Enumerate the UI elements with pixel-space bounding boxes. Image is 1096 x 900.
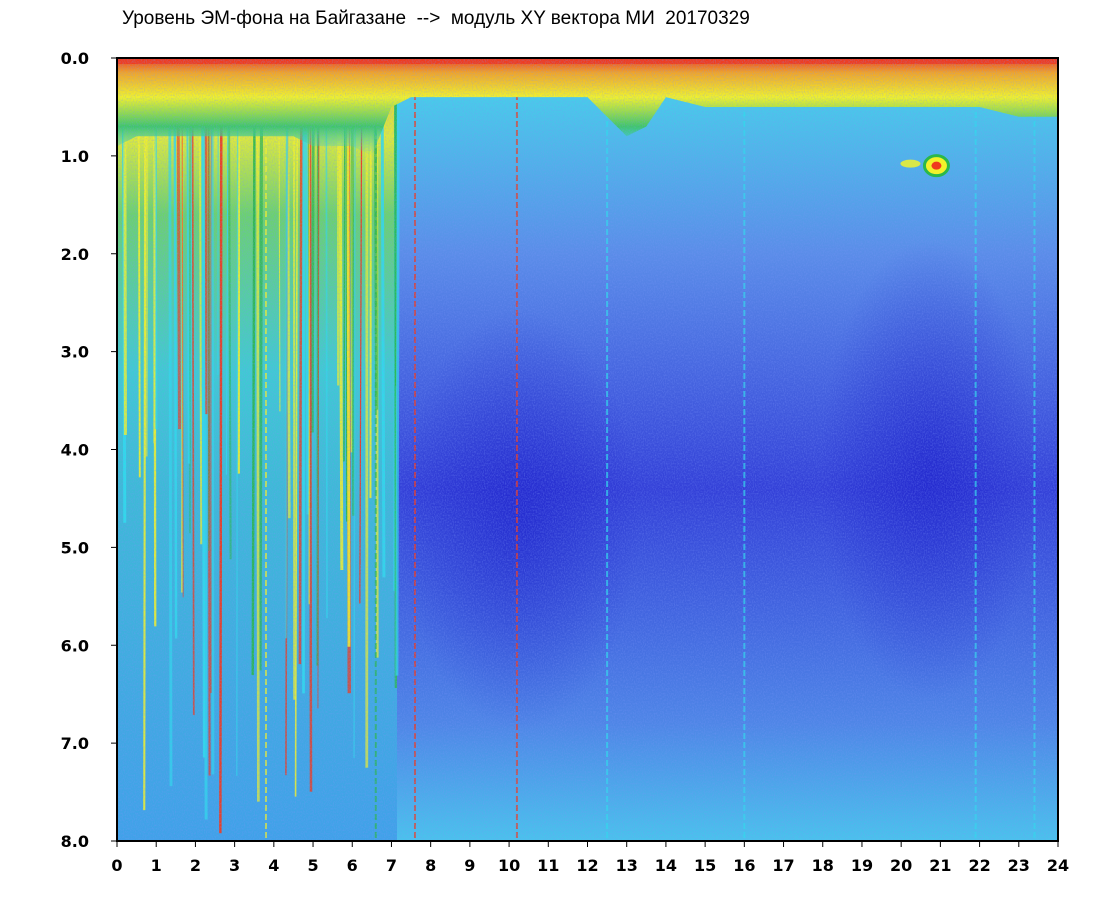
x-tick-label: 18 xyxy=(812,856,834,875)
y-tick-label: 2.0 xyxy=(61,245,89,264)
x-axis: 0 1 2 3 4 5 6 7 8 9 10 11 12 13 14 15 16 17 18 19 20 21 22 23 24 xyxy=(111,841,1069,875)
x-tick-label: 0 xyxy=(111,856,122,875)
y-tick-label: 7.0 xyxy=(61,734,89,753)
y-tick-label: 6.0 xyxy=(61,636,89,655)
x-tick-label: 21 xyxy=(929,856,951,875)
y-tick-label: 4.0 xyxy=(61,441,89,460)
x-tick-label: 22 xyxy=(968,856,990,875)
x-tick-label: 8 xyxy=(425,856,436,875)
x-tick-label: 13 xyxy=(616,856,638,875)
x-tick-label: 17 xyxy=(772,856,794,875)
x-tick-label: 7 xyxy=(386,856,397,875)
x-tick-label: 20 xyxy=(890,856,912,875)
x-tick-label: 9 xyxy=(464,856,475,875)
plot-area xyxy=(117,58,1058,841)
y-tick-label: 8.0 xyxy=(61,832,89,851)
y-tick-label: 3.0 xyxy=(61,343,89,362)
x-tick-label: 12 xyxy=(576,856,598,875)
x-tick-label: 5 xyxy=(307,856,318,875)
y-axis: 0.0 1.0 2.0 3.0 4.0 5.0 6.0 7.0 8.0 xyxy=(61,49,117,851)
x-tick-label: 16 xyxy=(733,856,755,875)
x-tick-label: 14 xyxy=(655,856,677,875)
noise-texture xyxy=(117,58,1058,841)
x-tick-label: 19 xyxy=(851,856,873,875)
y-tick-label: 5.0 xyxy=(61,538,89,557)
x-tick-label: 1 xyxy=(151,856,162,875)
y-tick-label: 0.0 xyxy=(61,49,89,68)
x-tick-label: 3 xyxy=(229,856,240,875)
x-tick-label: 2 xyxy=(190,856,201,875)
chart-title: Уровень ЭМ-фона на Байгазане --> модуль … xyxy=(122,8,750,29)
x-tick-label: 6 xyxy=(347,856,358,875)
x-tick-label: 15 xyxy=(694,856,716,875)
x-tick-label: 4 xyxy=(268,856,279,875)
x-tick-label: 23 xyxy=(1008,856,1030,875)
x-tick-label: 24 xyxy=(1047,856,1069,875)
x-tick-label: 10 xyxy=(498,856,520,875)
hotspot-core xyxy=(931,161,942,170)
hotspot-tail xyxy=(900,159,921,168)
x-tick-label: 11 xyxy=(537,856,559,875)
y-tick-label: 1.0 xyxy=(61,147,89,166)
annotation-layer xyxy=(900,154,950,178)
